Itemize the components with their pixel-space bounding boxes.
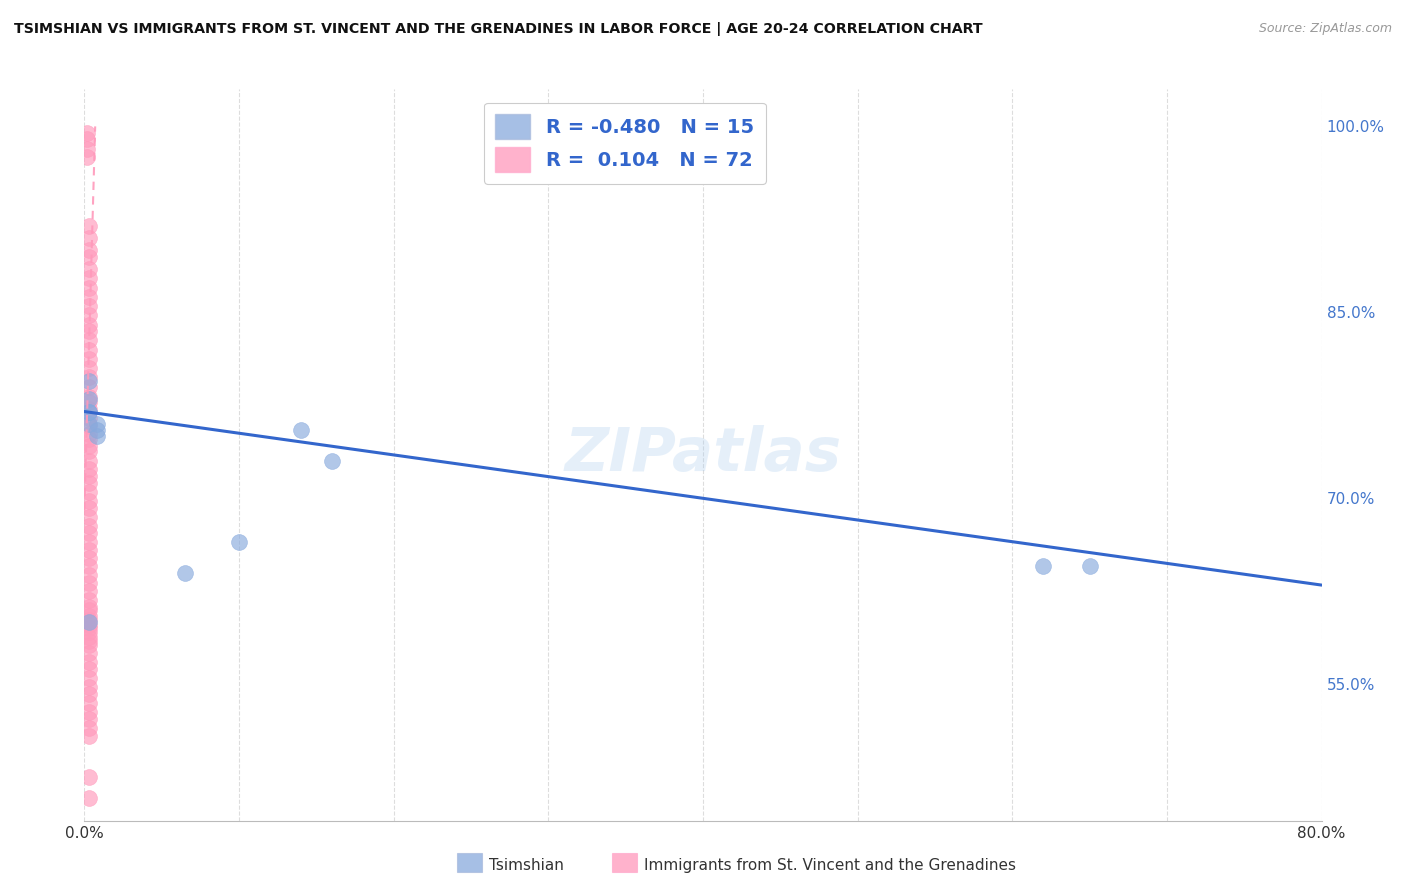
Point: [77, 625, 100, 640]
Point: [77, 280, 100, 294]
Point: [77, 404, 100, 418]
Point: [77, 231, 100, 245]
Point: [77, 550, 100, 565]
Point: [76, 132, 98, 146]
Point: [77, 543, 100, 558]
Point: [77, 613, 100, 627]
Point: [77, 609, 100, 624]
Point: [77, 630, 100, 644]
Point: [77, 662, 100, 676]
Point: [77, 250, 100, 264]
Point: [77, 419, 100, 434]
Point: [321, 454, 343, 468]
Point: [77, 721, 100, 735]
Point: [77, 705, 100, 719]
Point: [77, 469, 100, 483]
Point: [77, 410, 100, 425]
Text: Source: ZipAtlas.com: Source: ZipAtlas.com: [1258, 22, 1392, 36]
Point: [77, 493, 100, 508]
Point: [174, 566, 197, 580]
Point: [77, 219, 100, 233]
Point: [77, 426, 100, 441]
Point: [77, 485, 100, 500]
Point: [77, 559, 100, 574]
Point: [77, 680, 100, 694]
Point: [77, 615, 100, 630]
Point: [86, 417, 108, 431]
Point: [77, 324, 100, 338]
Point: [77, 402, 100, 417]
Point: [76, 142, 98, 156]
Point: [77, 501, 100, 516]
Point: [77, 671, 100, 685]
Point: [77, 318, 100, 332]
Point: [228, 534, 250, 549]
Point: [77, 290, 100, 304]
Point: [77, 461, 100, 475]
Point: [77, 432, 100, 446]
Point: [77, 770, 100, 784]
Point: [77, 444, 100, 458]
Point: [77, 575, 100, 590]
Point: [77, 638, 100, 652]
Point: [77, 687, 100, 701]
Point: [77, 244, 100, 258]
Point: [77, 526, 100, 541]
Point: [77, 270, 100, 285]
Point: [77, 646, 100, 660]
Point: [77, 655, 100, 669]
Point: [77, 374, 100, 388]
Point: [77, 392, 100, 406]
Point: [76, 150, 98, 164]
Point: [77, 417, 100, 431]
Point: [86, 429, 108, 443]
Point: [77, 361, 100, 376]
Point: [77, 696, 100, 710]
Point: [77, 729, 100, 743]
Point: [290, 423, 312, 437]
Text: Immigrants from St. Vincent and the Grenadines: Immigrants from St. Vincent and the Gren…: [644, 858, 1017, 872]
Point: [77, 791, 100, 805]
Text: ZIPatlas: ZIPatlas: [564, 425, 842, 484]
Point: [77, 593, 100, 607]
Point: [77, 299, 100, 313]
Point: [77, 308, 100, 322]
Point: [77, 534, 100, 549]
Legend: R = -0.480   N = 15, R =  0.104   N = 72: R = -0.480 N = 15, R = 0.104 N = 72: [484, 103, 766, 184]
Point: [77, 439, 100, 453]
Point: [77, 352, 100, 367]
Text: TSIMSHIAN VS IMMIGRANTS FROM ST. VINCENT AND THE GRENADINES IN LABOR FORCE | AGE: TSIMSHIAN VS IMMIGRANTS FROM ST. VINCENT…: [14, 22, 983, 37]
Point: [77, 390, 100, 404]
Point: [76, 126, 98, 140]
Point: [77, 584, 100, 599]
Text: Tsimshian: Tsimshian: [489, 858, 564, 872]
Point: [77, 404, 100, 418]
Point: [1078, 559, 1101, 574]
Point: [77, 622, 100, 636]
Point: [77, 509, 100, 524]
Point: [77, 712, 100, 726]
Point: [86, 423, 108, 437]
Point: [77, 617, 100, 632]
Point: [77, 262, 100, 277]
Point: [77, 380, 100, 394]
Point: [77, 633, 100, 648]
Point: [77, 568, 100, 582]
Point: [77, 476, 100, 491]
Point: [77, 600, 100, 615]
Point: [77, 333, 100, 347]
Point: [77, 454, 100, 468]
Point: [77, 369, 100, 384]
Point: [77, 394, 100, 409]
Point: [77, 603, 100, 617]
Point: [77, 343, 100, 357]
Point: [77, 518, 100, 533]
Point: [1032, 559, 1054, 574]
